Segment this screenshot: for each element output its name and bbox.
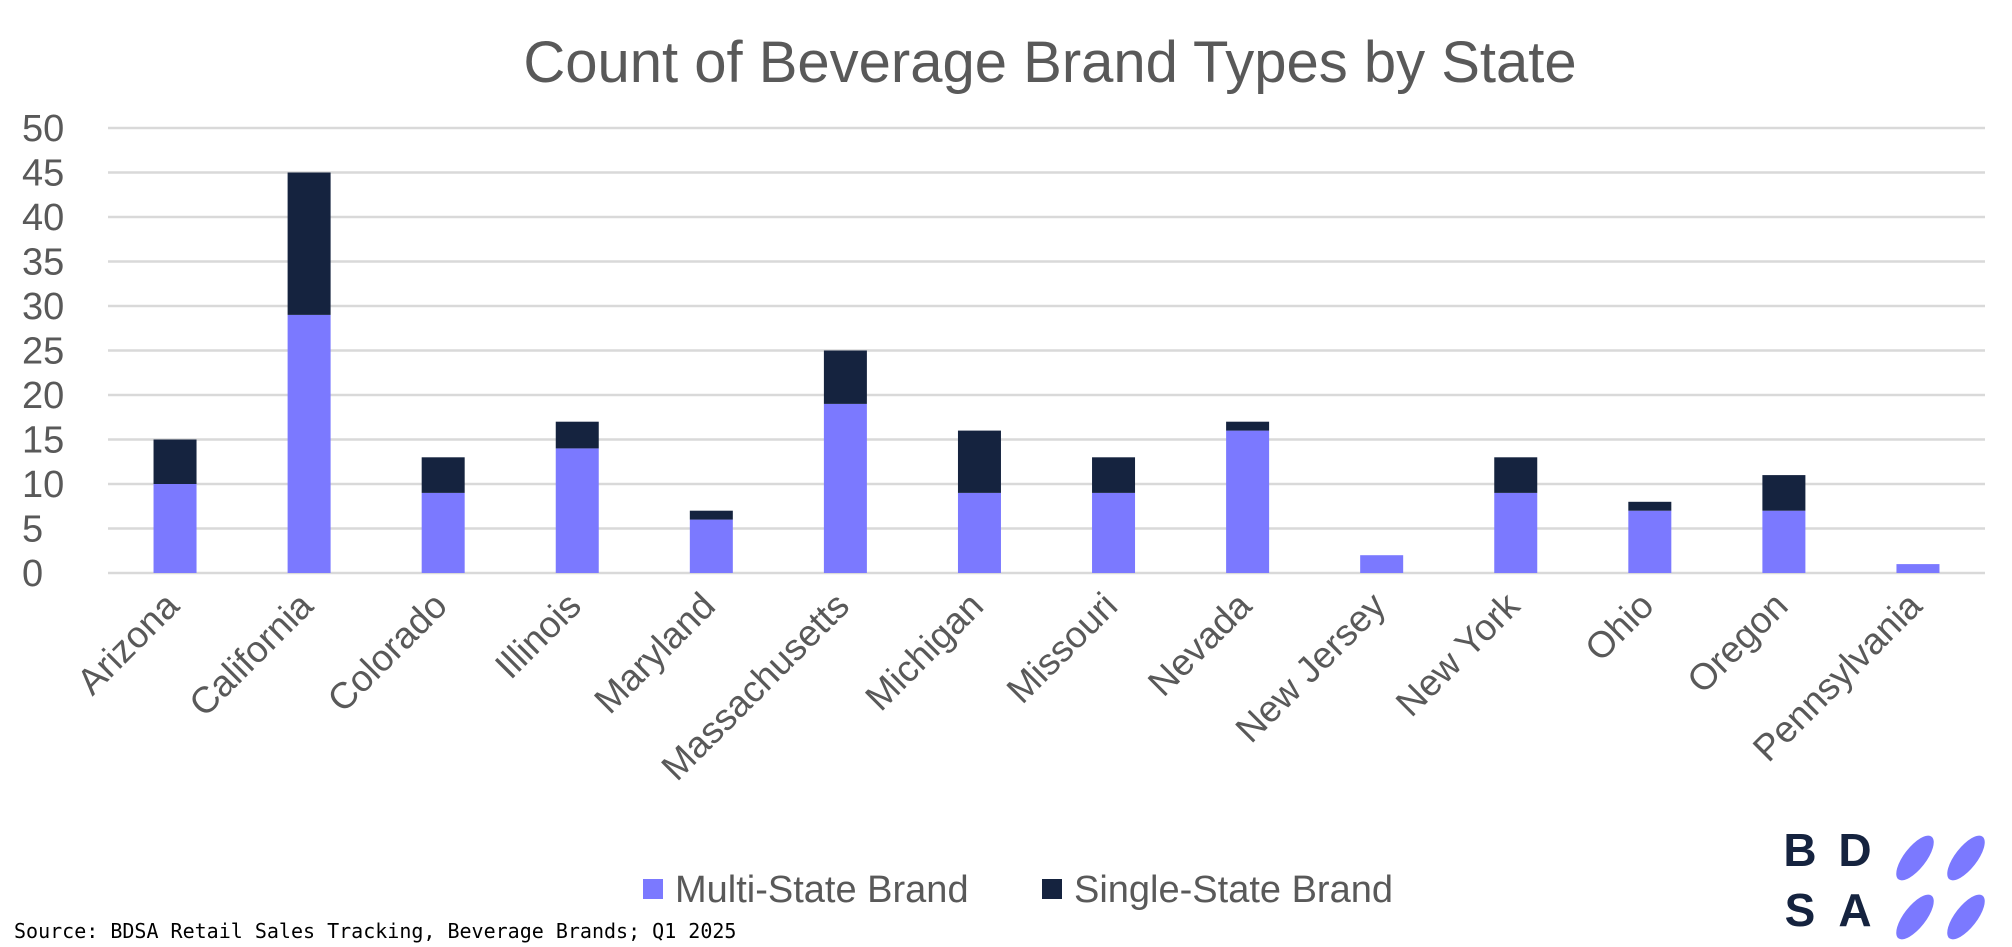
x-tick-label: Oregon (1679, 585, 1795, 701)
logo-letter: B (1783, 824, 1816, 876)
bar-single-state-oregon (1762, 475, 1806, 511)
y-tick-label: 5 (22, 509, 43, 551)
bar-multi-state-colorado (421, 492, 465, 573)
y-tick-label: 35 (22, 242, 64, 284)
bar-single-state-new-york (1494, 457, 1538, 493)
logo-leaf-icon (1947, 894, 1985, 940)
x-tick-label: Maryland (586, 585, 723, 722)
bar-single-state-missouri (1092, 457, 1136, 493)
bar-multi-state-new-jersey (1360, 555, 1404, 573)
bar-single-state-massachusetts (823, 350, 867, 404)
source-note: Source: BDSA Retail Sales Tracking, Beve… (14, 919, 736, 943)
x-tick-label: Ohio (1577, 585, 1661, 669)
y-tick-label: 10 (22, 464, 64, 506)
bar-multi-state-michigan (957, 492, 1001, 573)
bar-single-state-ohio (1628, 501, 1672, 511)
logo-leaf-icon (1896, 894, 1934, 940)
bar-single-state-maryland (689, 510, 733, 520)
bar-single-state-michigan (957, 430, 1001, 493)
bar-multi-state-oregon (1762, 510, 1806, 573)
x-tick-label: Nevada (1140, 584, 1259, 703)
x-tick-label: Michigan (857, 585, 991, 719)
legend-swatch (643, 879, 663, 899)
logo-letter: A (1838, 884, 1871, 936)
bar-multi-state-california (287, 314, 331, 573)
y-tick-label: 0 (22, 553, 43, 595)
bdsa-logo: B DS A (1783, 824, 1985, 940)
legend-label: Multi-State Brand (675, 869, 969, 911)
gridlines (108, 126, 1985, 575)
legend-swatch (1042, 879, 1062, 899)
bar-multi-state-new-york (1494, 492, 1538, 573)
bar-multi-state-arizona (153, 484, 197, 573)
bar-single-state-california (287, 172, 331, 315)
bar-multi-state-missouri (1092, 492, 1136, 573)
logo-leaf-icon (1896, 835, 1934, 881)
bars (153, 172, 1940, 573)
legend: Multi-State Brand Single-State Brand (643, 869, 1393, 911)
bar-multi-state-maryland (689, 519, 733, 573)
y-tick-label: 50 (22, 108, 64, 150)
logo-letter: D (1838, 824, 1871, 876)
bar-multi-state-nevada (1226, 430, 1270, 573)
y-tick-label: 40 (22, 197, 64, 239)
y-tick-label: 30 (22, 286, 64, 328)
bar-multi-state-pennsylvania (1896, 564, 1940, 573)
legend-label: Single-State Brand (1074, 869, 1393, 911)
x-tick-label: Illinois (487, 585, 589, 687)
bar-single-state-arizona (153, 439, 197, 484)
x-tick-label: California (181, 584, 321, 724)
x-tick-label: Arizona (69, 584, 187, 702)
bar-single-state-nevada (1226, 421, 1270, 431)
x-tick-label: New York (1388, 584, 1528, 724)
bar-multi-state-illinois (555, 448, 599, 573)
x-tick-label: Colorado (320, 585, 455, 720)
y-tick-label: 45 (22, 153, 64, 195)
y-tick-label: 20 (22, 375, 64, 417)
logo-letter: S (1785, 884, 1816, 936)
bar-single-state-illinois (555, 421, 599, 449)
bar-multi-state-massachusetts (823, 403, 867, 573)
logo-leaf-icon (1947, 835, 1985, 881)
bar-multi-state-ohio (1628, 510, 1672, 573)
x-tick-label: Missouri (999, 585, 1125, 711)
y-tick-label: 25 (22, 331, 64, 373)
bar-single-state-colorado (421, 457, 465, 493)
chart-title: Count of Beverage Brand Types by State (523, 30, 1576, 95)
y-tick-label: 15 (22, 420, 64, 462)
